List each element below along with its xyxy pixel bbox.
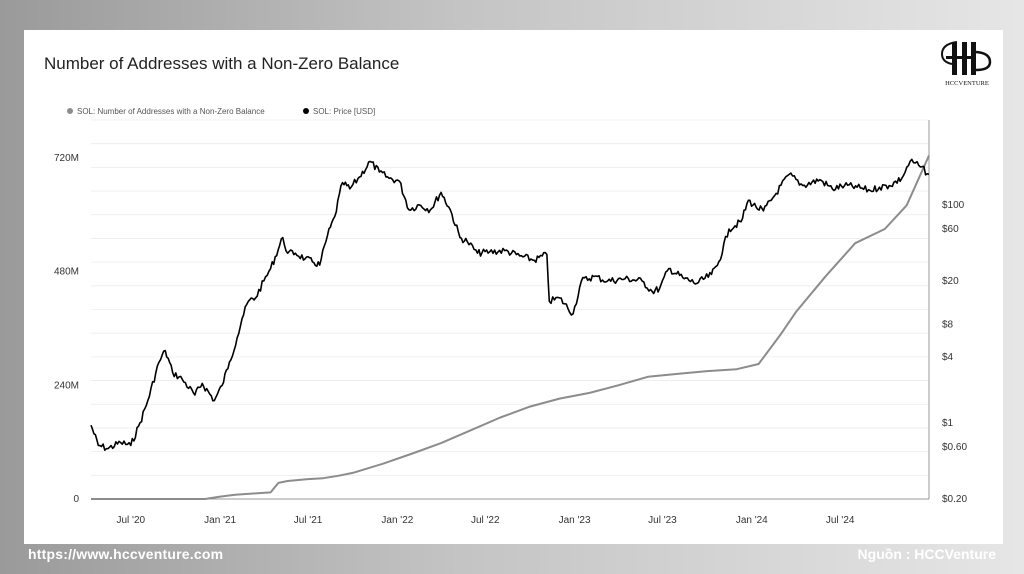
right-axis-tick-label: $60 [942,224,959,235]
right-axis-tick-label: $0.60 [942,442,967,453]
hccventure-logo: HCCVENTURE [940,41,992,87]
legend-label-price: SOL: Price [USD] [313,107,375,116]
legend-marker-price [303,108,309,114]
right-axis-tick-label: $1 [942,418,954,429]
chart-canvas: 0 240M 480M 720M $0.20 $0.60 $1 $4 $8 $20 $60 $100 J… [54,107,967,526]
footer-source-text: Nguồn : HCCVenture [857,546,996,562]
logo-text: HCCVENTURE [945,80,989,87]
x-axis-tick-label: Jul '21 [294,515,323,526]
left-axis-tick-label: 0 [73,494,79,505]
footer-url-link[interactable]: https://www.hccventure.com [28,546,224,562]
x-axis-tick-label: Jul '24 [826,515,855,526]
right-axis-tick-label: $0.20 [942,494,967,505]
right-axis-tick-label: $8 [942,319,954,330]
x-axis-tick-label: Jan '22 [381,515,413,526]
x-axis-tick-label: Jan '24 [736,515,768,526]
x-axis-tick-label: Jul '23 [648,515,677,526]
legend-label-addresses: SOL: Number of Addresses with a Non-Zero… [77,107,265,116]
right-axis-tick-label: $20 [942,276,959,287]
left-axis-tick-label: 480M [54,267,79,278]
x-axis-tick-label: Jan '23 [559,515,591,526]
chart-title: Number of Addresses with a Non-Zero Bala… [44,54,400,73]
right-axis-tick-label: $4 [942,352,954,363]
left-axis-tick-label: 240M [54,380,79,391]
legend-marker-addresses [67,108,73,114]
series-line-price [90,158,930,452]
chart-card: 0 240M 480M 720M $0.20 $0.60 $1 $4 $8 $20 $60 $100 J… [24,30,1003,544]
left-axis-tick-label: 720M [54,153,79,164]
right-axis-tick-label: $100 [942,200,965,211]
x-axis-tick-label: Jul '22 [471,515,500,526]
series-line-addresses [91,155,930,500]
x-axis-tick-label: Jul '20 [117,515,146,526]
x-axis-tick-label: Jan '21 [204,515,236,526]
